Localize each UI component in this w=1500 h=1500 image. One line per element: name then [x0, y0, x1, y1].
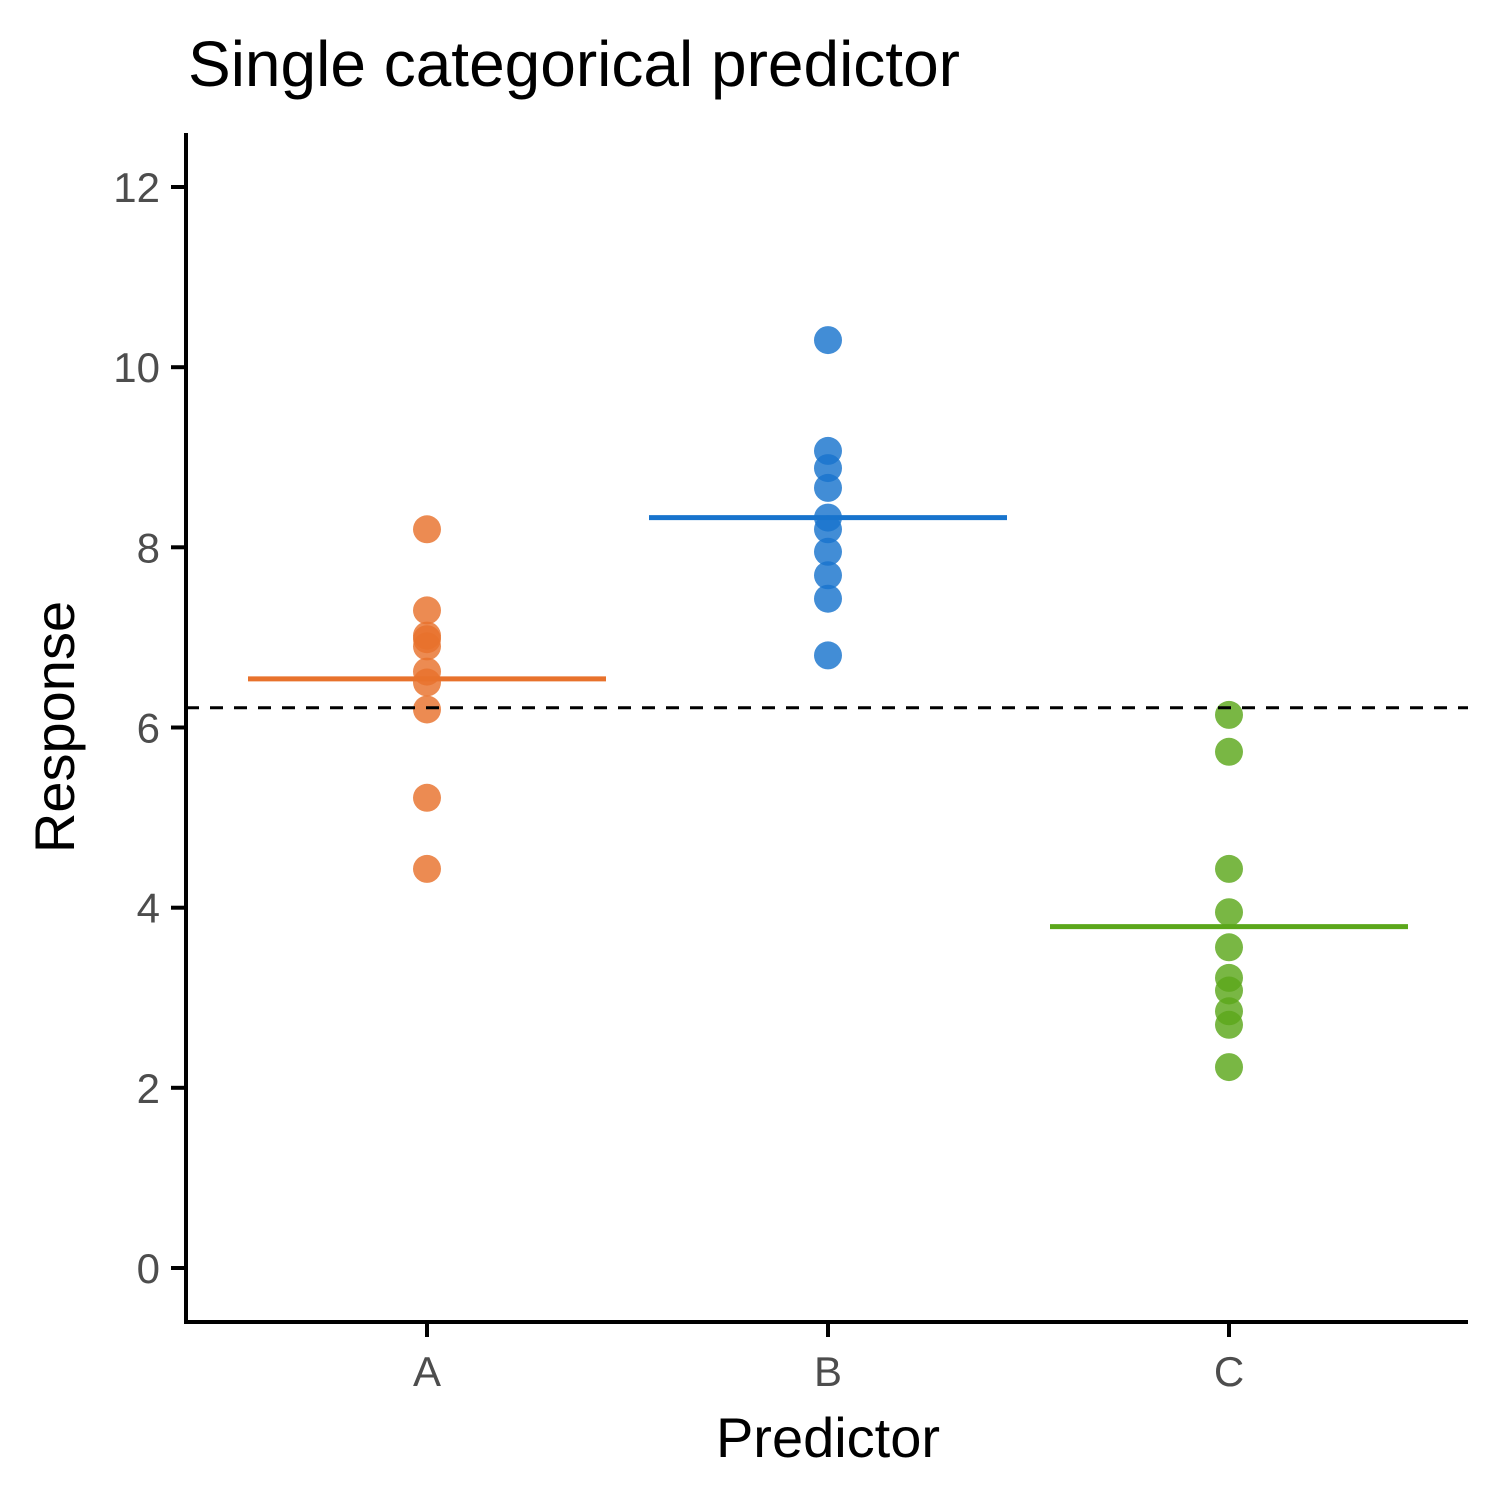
data-point-b-4 [814, 473, 842, 502]
data-point-c-3 [1215, 854, 1243, 883]
data-point-a-2 [413, 596, 441, 625]
y-tick-label-10: 10 [113, 344, 160, 391]
y-tick-label-6: 6 [137, 705, 160, 752]
data-point-a-8 [413, 695, 441, 724]
x-axis-title: Predictor [716, 1406, 940, 1469]
chart-title: Single categorical predictor [188, 28, 960, 100]
y-tick-label-2: 2 [137, 1065, 160, 1112]
data-point-b-9 [814, 584, 842, 613]
y-tick-label-0: 0 [137, 1245, 160, 1292]
y-axis-ticks: 0 2 4 6 8 10 12 [113, 164, 186, 1292]
data-point-c-10 [1215, 1053, 1243, 1082]
data-point-b-8 [814, 561, 842, 590]
x-tick-label-b: B [814, 1348, 842, 1395]
data-point-b-10 [814, 641, 842, 670]
data-point-c-2 [1215, 737, 1243, 766]
data-point-a-10 [413, 854, 441, 883]
x-tick-label-c: C [1214, 1348, 1244, 1395]
data-point-b-1 [814, 326, 842, 355]
data-point-a-1 [413, 515, 441, 544]
data-point-a-5 [413, 632, 441, 661]
data-point-b-6 [814, 515, 842, 544]
data-point-a-7 [413, 668, 441, 697]
x-tick-label-a: A [413, 1348, 441, 1395]
data-point-c-7 [1215, 976, 1243, 1005]
y-axis-title: Response [23, 601, 86, 853]
data-point-b-3 [814, 454, 842, 483]
data-point-b-7 [814, 537, 842, 566]
data-point-c-4 [1215, 898, 1243, 927]
x-axis-ticks: A B C [413, 1322, 1244, 1395]
plot-area [186, 326, 1468, 1082]
data-point-c-9 [1215, 1010, 1243, 1039]
y-tick-label-4: 4 [137, 885, 160, 932]
data-point-c-1 [1215, 700, 1243, 729]
y-tick-label-8: 8 [137, 524, 160, 571]
data-point-a-9 [413, 783, 441, 812]
y-tick-label-12: 12 [113, 164, 160, 211]
data-point-c-5 [1215, 933, 1243, 962]
